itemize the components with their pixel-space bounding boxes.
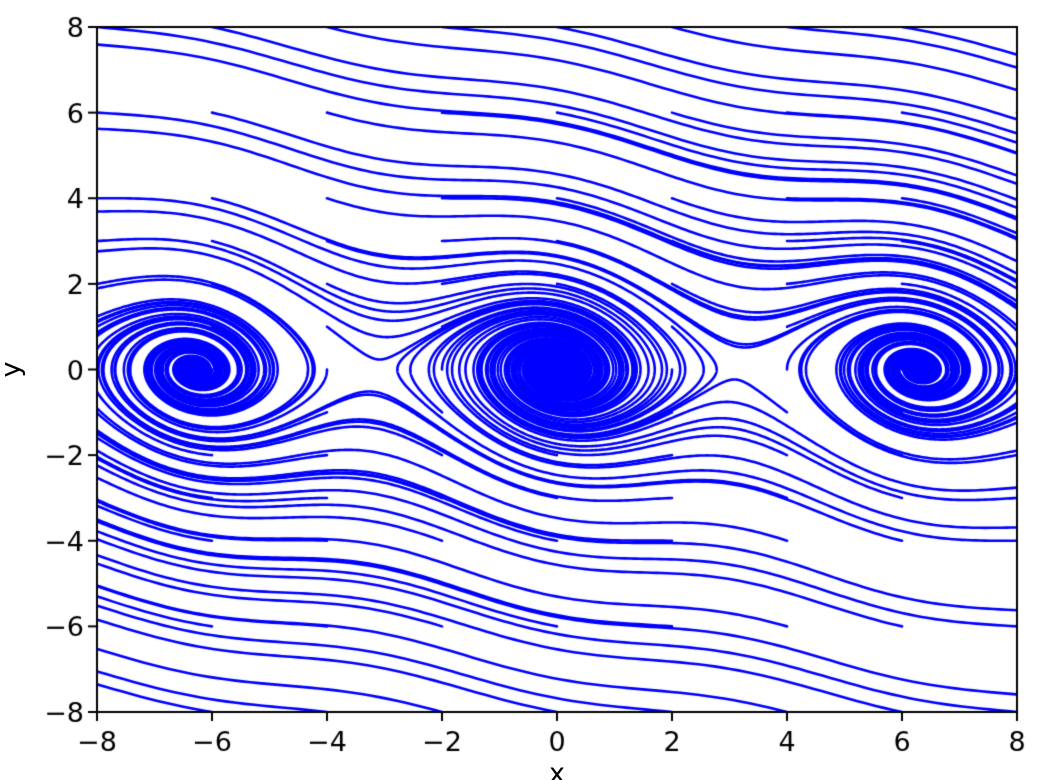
y-axis-label: y [0,350,27,390]
x-axis-label: x [549,758,565,780]
